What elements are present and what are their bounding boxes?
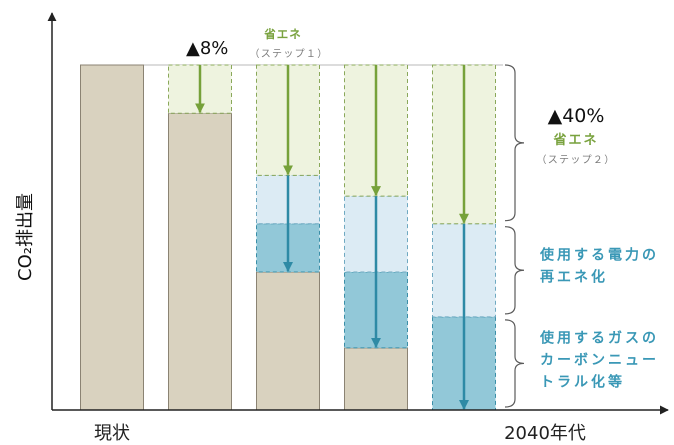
step2-note: （ステップ２） xyxy=(536,154,615,166)
bar-1-segment-remaining xyxy=(80,64,144,411)
bars-layer xyxy=(80,64,503,411)
bar-4-segment-remaining xyxy=(344,347,408,411)
y-axis-label: CO₂排出量 xyxy=(15,193,36,281)
electricity-label-line: 使用する電力の xyxy=(539,246,659,263)
bracket-electricity xyxy=(504,226,525,315)
electricity-label-line: 再エネ化 xyxy=(540,268,608,285)
step1-title: 省エネ xyxy=(263,27,302,41)
x-tick-label: 現状 xyxy=(94,423,130,444)
bar-1 xyxy=(80,64,144,411)
bracket-label-saving: ▲40% 省エネ （ステップ２） xyxy=(536,105,615,166)
gas-label-line: トラル化等 xyxy=(540,373,625,390)
step2-reduction-label: ▲40% xyxy=(548,105,605,127)
bar-2-segment-remaining xyxy=(168,112,232,411)
axes: CO₂排出量 現状 2040年代 xyxy=(15,12,669,444)
bracket-label-electricity: 使用する電力の 再エネ化 xyxy=(539,246,659,285)
bracket-saving xyxy=(504,64,525,222)
bracket-gas xyxy=(504,319,525,408)
bracket-label-gas: 使用するガスの カーボンニュー トラル化等 xyxy=(539,329,659,390)
step2-title: 省エネ xyxy=(552,132,598,148)
step1-reduction-label: ▲8% xyxy=(186,38,228,59)
step1-note: （ステップ１） xyxy=(249,48,328,60)
x-tick-label: 2040年代 xyxy=(504,423,586,444)
gas-label-line: 使用するガスの xyxy=(539,329,659,346)
brackets-layer xyxy=(504,64,525,408)
gas-label-line: カーボンニュー xyxy=(540,352,659,368)
bar-2 xyxy=(168,64,232,411)
bar-3-segment-remaining xyxy=(256,271,320,411)
step1-annotation: ▲8% 省エネ （ステップ１） xyxy=(186,27,328,60)
arrows-layer xyxy=(195,65,469,410)
